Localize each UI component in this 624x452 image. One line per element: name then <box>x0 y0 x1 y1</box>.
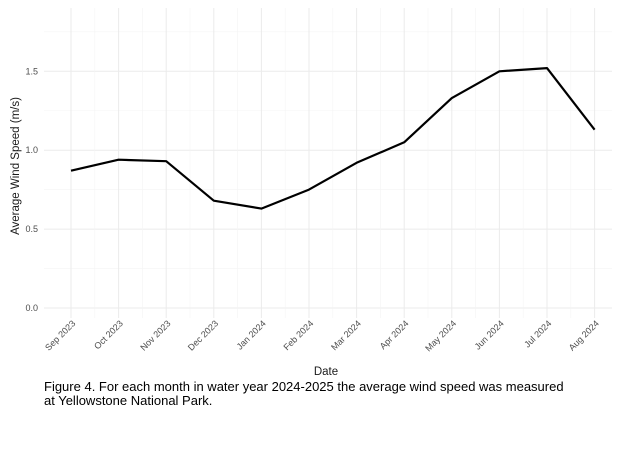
x-tick-labels: Sep 2023 Oct 2023 Nov 2023 Dec 2023 Jan 2024… <box>43 318 601 353</box>
grid-lines <box>44 8 612 318</box>
y-tick-label: 1.5 <box>25 66 38 76</box>
caption-line-2: at Yellowstone National Park. <box>44 393 213 408</box>
x-tick-label: Oct 2023 <box>92 318 125 351</box>
x-tick-label: Dec 2023 <box>186 318 220 352</box>
x-tick-label: Mar 2024 <box>329 318 363 352</box>
x-tick-label: Jul 2024 <box>522 318 553 349</box>
y-tick-label: 0.0 <box>25 303 38 313</box>
x-axis-title: Date <box>314 366 338 378</box>
x-tick-label: Jan 2024 <box>235 318 268 351</box>
x-tick-label: Sep 2023 <box>43 318 77 352</box>
y-tick-label: 1.0 <box>25 145 38 155</box>
y-tick-labels: 0.0 0.5 1.0 1.5 <box>25 66 38 313</box>
x-tick-label: Apr 2024 <box>378 318 411 351</box>
caption-line-1: Figure 4. For each month in water year 2… <box>44 379 564 394</box>
x-tick-label: Nov 2023 <box>138 318 172 352</box>
figure-caption: Figure 4. For each month in water year 2… <box>44 380 584 408</box>
y-tick-label: 0.5 <box>25 224 38 234</box>
y-axis-title: Average Wind Speed (m/s) <box>10 97 22 235</box>
x-tick-label: Feb 2024 <box>281 318 315 352</box>
line-chart: 0.0 0.5 1.0 1.5 Sep 2023 Oct 2023 Nov 2023 Dec… <box>10 8 612 378</box>
wind-speed-line <box>70 67 596 210</box>
x-tick-label: May 2024 <box>423 318 458 353</box>
x-tick-label: Aug 2024 <box>567 318 601 352</box>
x-tick-label: Jun 2024 <box>473 318 506 351</box>
